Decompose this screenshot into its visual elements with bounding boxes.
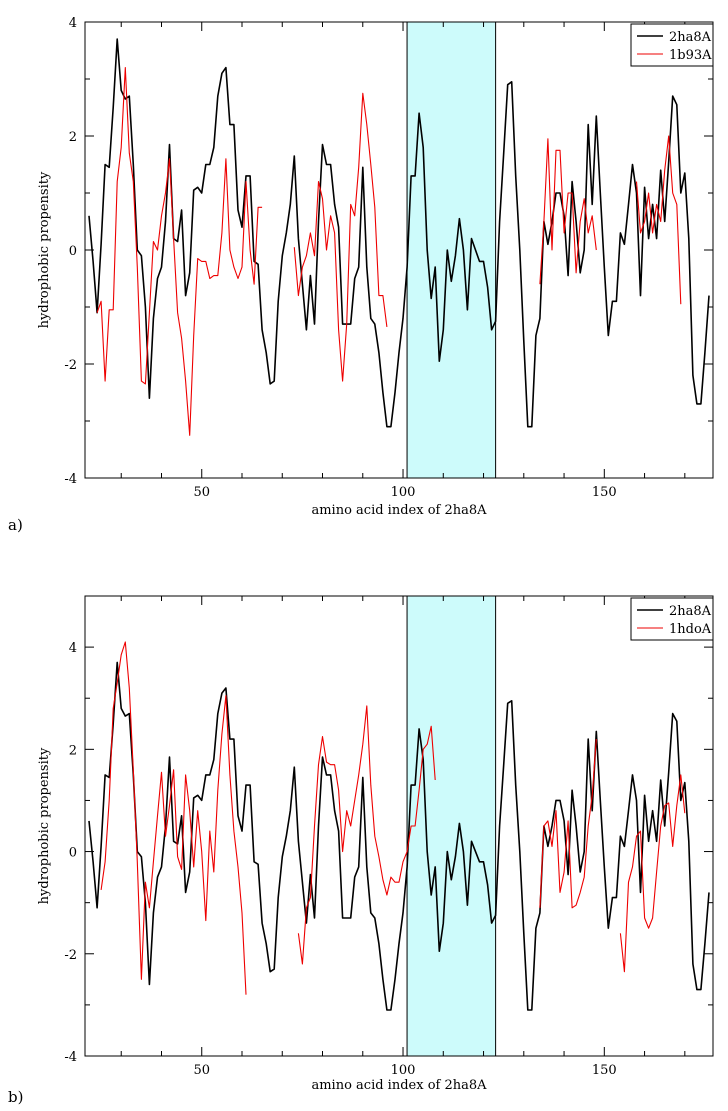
plot-frame bbox=[84, 595, 714, 1057]
x-axis-label: amino acid index of 2ha8A bbox=[311, 503, 487, 518]
legend-box bbox=[630, 597, 714, 641]
x-tick-label: 100 bbox=[391, 1063, 416, 1078]
series-line-1hdoA-segment-4 bbox=[619, 774, 686, 973]
legend-entry-1b93A: 1b93A bbox=[669, 48, 712, 63]
x-tick-label: 50 bbox=[193, 485, 210, 500]
legend: 2ha8A 1b93A bbox=[630, 23, 714, 67]
highlight-region bbox=[406, 595, 497, 1057]
y-tick-label: 2 bbox=[69, 743, 77, 758]
highlight-region bbox=[406, 21, 497, 479]
x-tick-label: 50 bbox=[193, 1063, 210, 1078]
panel-label: b) bbox=[8, 1088, 23, 1106]
legend: 2ha8A 1hdoA bbox=[630, 597, 714, 641]
x-tick-label: 150 bbox=[592, 485, 617, 500]
y-tick-label: -4 bbox=[64, 472, 77, 487]
series-line-1b93A-segment-1 bbox=[96, 67, 263, 436]
series-line-2ha8A bbox=[88, 38, 710, 428]
y-tick-label: 4 bbox=[69, 16, 77, 31]
series-line-1b93A-segment-3 bbox=[539, 138, 597, 285]
chart-panel-2: 50 100 150 -4 -2 0 2 4 amino acid index of 2ha8A… bbox=[8, 595, 714, 1106]
y-tick-label: 0 bbox=[69, 244, 77, 259]
y-tick-label: -2 bbox=[64, 948, 77, 963]
y-axis-label: hydrophobic propensity bbox=[37, 747, 52, 904]
series-line-1hdoA-segment-2 bbox=[297, 705, 436, 965]
y-tick-label: 2 bbox=[69, 130, 77, 145]
x-tick-label: 150 bbox=[592, 1063, 617, 1078]
y-tick-label: 0 bbox=[69, 846, 77, 861]
panel-label: a) bbox=[8, 516, 23, 534]
y-tick-label: -4 bbox=[64, 1050, 77, 1065]
legend-box bbox=[630, 23, 714, 67]
y-tick-label: -2 bbox=[64, 358, 77, 373]
series-line-1hdoA-segment-1 bbox=[100, 641, 247, 995]
x-tick-label: 100 bbox=[391, 485, 416, 500]
series-line-1b93A-segment-2 bbox=[293, 92, 388, 382]
series-line-1hdoA-segment-3 bbox=[539, 739, 597, 909]
series-line-2ha8A bbox=[88, 661, 710, 1011]
legend-entry-2ha8A: 2ha8A bbox=[669, 604, 712, 619]
chart-panel-1: 50 100 150 -4 -2 0 2 4 amino acid index of 2ha8A… bbox=[8, 16, 714, 534]
legend-entry-1hdoA: 1hdoA bbox=[669, 622, 712, 637]
y-tick-label: 4 bbox=[69, 641, 77, 656]
legend-entry-2ha8A: 2ha8A bbox=[669, 30, 712, 45]
y-axis-label: hydrophobic propensity bbox=[37, 171, 52, 328]
x-axis-label: amino acid index of 2ha8A bbox=[311, 1078, 487, 1093]
series-line-1b93A-segment-4 bbox=[635, 135, 682, 305]
